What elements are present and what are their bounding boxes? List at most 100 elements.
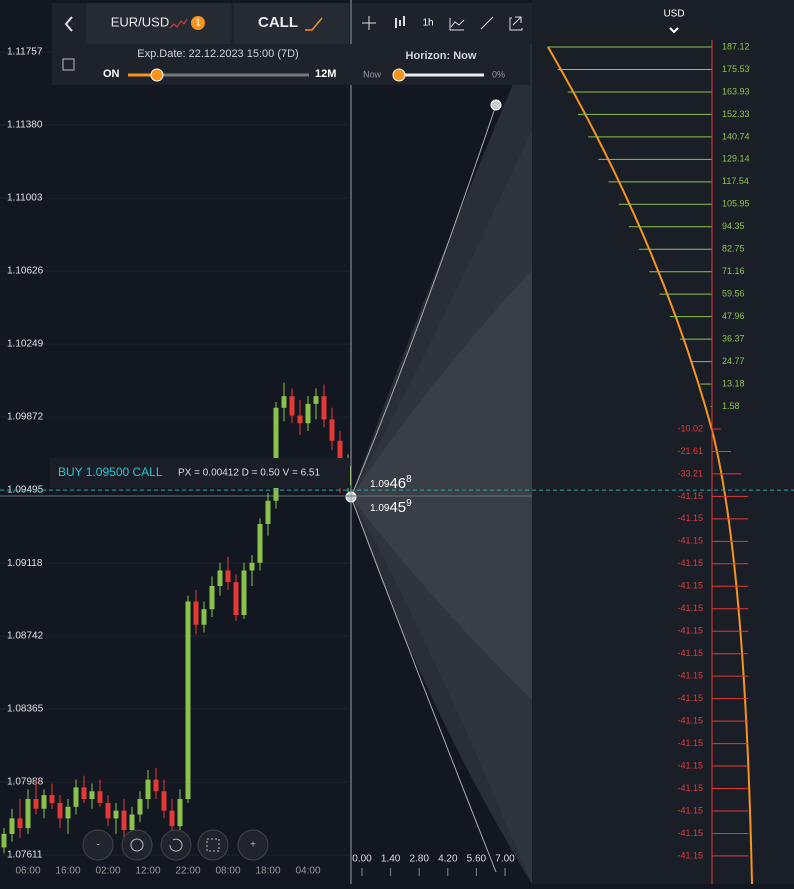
candle-body	[169, 810, 175, 827]
candle-tool[interactable]	[395, 16, 405, 28]
payoff-label: 82.75	[722, 244, 745, 254]
chart-tool[interactable]	[449, 18, 465, 31]
time-tick: 18:00	[255, 866, 280, 877]
payoff-label: -41.15	[677, 491, 703, 501]
payoff-label: 105.95	[722, 199, 750, 209]
spark	[169, 18, 188, 29]
line-tool[interactable]	[480, 16, 494, 30]
interval[interactable]: 1h	[422, 18, 433, 29]
candle-body	[49, 795, 55, 803]
quote-main: 45	[389, 499, 406, 516]
candle-body	[225, 570, 231, 583]
horizon-tick: 7.00	[495, 854, 515, 865]
reset-icon	[169, 838, 183, 852]
payoff-label: -41.15	[677, 536, 703, 546]
time-tick: 02:00	[95, 866, 120, 877]
type-button[interactable]	[234, 3, 349, 44]
candle-body	[289, 396, 295, 416]
position-box	[50, 458, 350, 488]
time-tick: 06:00	[15, 866, 40, 877]
horizon-value: 0%	[492, 69, 505, 79]
candle-body	[9, 818, 15, 834]
expiry-end: 12M	[315, 68, 336, 80]
payoff-label: -41.15	[677, 581, 703, 591]
back-button[interactable]	[64, 16, 73, 32]
payoff-label: -41.15	[677, 850, 703, 860]
price-tick: 1.07988	[7, 777, 44, 788]
price-tick: 1.11380	[7, 120, 43, 131]
payoff-label: 175.53	[722, 64, 750, 74]
payoff-label: -41.15	[677, 783, 703, 793]
symbol-button[interactable]	[86, 3, 231, 44]
horizon-slider[interactable]	[392, 68, 406, 82]
candle-body	[145, 779, 151, 800]
candle-body	[105, 802, 111, 819]
candle-body	[249, 562, 255, 571]
time-tick: 08:00	[215, 866, 240, 877]
candle-body	[273, 407, 279, 501]
payoff-label: -33.21	[677, 468, 703, 478]
crosshair-tool[interactable]	[362, 16, 376, 30]
price-tick: 1.09872	[7, 412, 44, 423]
payoff-label: 1.58	[722, 401, 740, 411]
currency-dropdown[interactable]	[669, 27, 679, 34]
horizon-tick: 1.40	[381, 854, 401, 865]
candle-body	[265, 500, 271, 524]
tools	[352, 3, 532, 44]
payoff-label: -10.02	[677, 423, 703, 433]
payoff-label: -41.15	[677, 715, 703, 725]
control-button[interactable]	[82, 829, 114, 861]
candle-body	[201, 609, 207, 625]
cone	[345, 40, 532, 884]
control-button[interactable]	[237, 829, 269, 861]
payoff-label: 59.56	[722, 289, 745, 299]
payoff-label: -41.15	[677, 760, 703, 770]
quote-sup: 9	[406, 498, 412, 509]
payoff-label: -41.15	[677, 693, 703, 703]
currency: USD	[663, 9, 684, 20]
calendar-icon[interactable]	[62, 58, 75, 71]
expiry-date: Exp.Date: 22.12.2023 15:00 (7D)	[137, 48, 298, 60]
candle-body	[233, 582, 239, 616]
expiry-slider[interactable]	[150, 68, 164, 82]
payoff-label: -41.15	[677, 648, 703, 658]
candle-body	[57, 802, 63, 819]
option-type: CALL	[258, 14, 298, 31]
candle-body	[97, 791, 103, 803]
candle-body	[185, 601, 191, 800]
price-tick: 1.10249	[7, 339, 44, 350]
control-button[interactable]	[160, 829, 192, 861]
select-icon	[206, 838, 220, 852]
quote: 1.09459	[370, 498, 412, 516]
position-label[interactable]: BUY 1.09500 CALL	[58, 465, 163, 479]
quote: 1.09468	[370, 474, 412, 492]
candle-body	[121, 810, 127, 831]
price-tick: 1.11003	[7, 193, 43, 204]
candle-body	[153, 779, 159, 792]
candle-body	[313, 396, 319, 404]
badge-count: 1	[195, 18, 201, 29]
payoff-label: 129.14	[722, 154, 750, 164]
payoff-label: -41.15	[677, 671, 703, 681]
control-button[interactable]	[197, 829, 229, 861]
price-tick: 1.09495	[7, 485, 44, 496]
candle-body	[33, 799, 39, 809]
price-tick: 1.11757	[7, 47, 43, 58]
candle-body	[41, 795, 47, 809]
candle-body	[113, 810, 119, 819]
horizon-label: Horizon: Now	[406, 50, 477, 62]
candle-body	[17, 818, 23, 829]
expand-tool[interactable]	[509, 16, 523, 31]
payoff-label: 152.33	[722, 109, 750, 119]
candle-body	[129, 814, 135, 831]
horizon-tick: 2.80	[409, 854, 429, 865]
control-button[interactable]	[121, 829, 153, 861]
payoff-label: -41.15	[677, 513, 703, 523]
quote-prefix: 1.09	[370, 503, 390, 514]
zoom-in: +	[250, 840, 256, 851]
settings-bar	[52, 44, 530, 85]
horizon-start: Now	[363, 69, 382, 79]
candle-body	[73, 787, 79, 807]
price-tick: 1.08365	[7, 704, 44, 715]
candle-body	[329, 419, 335, 441]
